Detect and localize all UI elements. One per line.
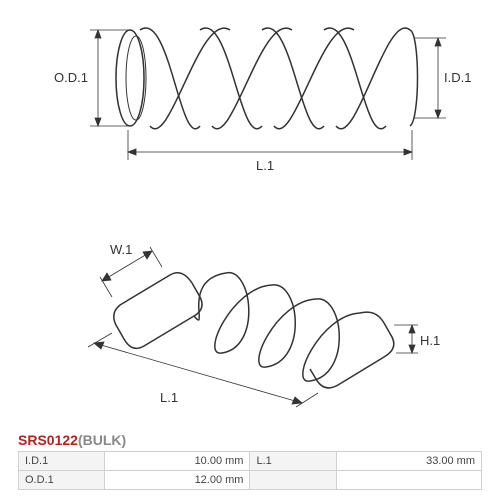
label-l1-top: L.1 — [256, 158, 274, 173]
table-row: O.D.1 12.00 mm — [19, 471, 482, 490]
spec-value: 10.00 mm — [105, 452, 250, 471]
spec-label: I.D.1 — [19, 452, 105, 471]
spring-diagram: O.D.1 I.D.1 L.1 W.1 L.1 H.1 — [0, 0, 500, 430]
label-od1: O.D.1 — [54, 70, 88, 85]
spec-label: L.1 — [250, 452, 336, 471]
spec-label: O.D.1 — [19, 471, 105, 490]
part-number-main: SRS0122 — [18, 432, 78, 448]
label-id1: I.D.1 — [444, 70, 471, 85]
table-row: I.D.1 10.00 mm L.1 33.00 mm — [19, 452, 482, 471]
label-h1: H.1 — [420, 333, 440, 348]
spring-side-view — [0, 0, 500, 200]
spring-iso-view — [0, 185, 500, 425]
label-w1: W.1 — [110, 242, 132, 257]
spec-empty — [336, 471, 481, 490]
spec-value: 33.00 mm — [336, 452, 481, 471]
part-number-suffix: (BULK) — [78, 432, 126, 448]
spec-empty — [250, 471, 336, 490]
spec-value: 12.00 mm — [105, 471, 250, 490]
part-number: SRS0122(BULK) — [18, 432, 126, 448]
spec-table: I.D.1 10.00 mm L.1 33.00 mm O.D.1 12.00 … — [18, 451, 482, 490]
label-l1-iso: L.1 — [160, 390, 178, 405]
